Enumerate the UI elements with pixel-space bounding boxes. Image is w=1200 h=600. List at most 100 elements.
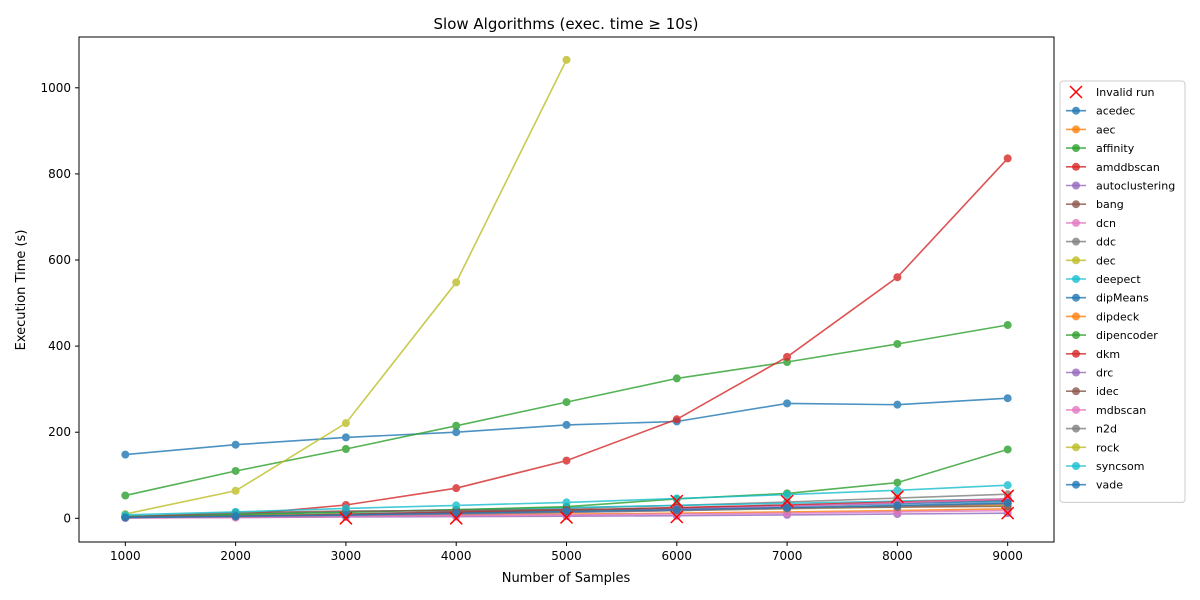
- data-point: [341, 433, 350, 442]
- legend-label: deepect: [1096, 273, 1141, 286]
- data-point: [452, 509, 461, 518]
- legend-label: dipdeck: [1096, 310, 1140, 323]
- data-point: [231, 466, 240, 475]
- legend-label: bang: [1096, 198, 1124, 211]
- series-line: [125, 324, 1008, 497]
- data-point: [562, 398, 571, 407]
- legend-entry-mdbscan: mdbscan: [1066, 404, 1146, 417]
- x-tick-label: 6000: [662, 549, 693, 563]
- legend-entry-autoclustering: autoclustering: [1066, 180, 1175, 193]
- legend-entry-invalid: Invalid run: [1069, 85, 1155, 99]
- data-point: [341, 445, 350, 454]
- data-point: [1003, 154, 1012, 163]
- invalid-marker: [339, 511, 353, 525]
- x-tick-label: 3000: [331, 549, 362, 563]
- data-point: [893, 478, 902, 487]
- data-point: [893, 400, 902, 409]
- data-point: [1003, 321, 1012, 330]
- data-point: [231, 512, 240, 521]
- invalid-marker: [449, 511, 463, 525]
- data-point: [672, 494, 681, 503]
- data-point: [672, 505, 681, 514]
- legend-entry-dipdeck: dipdeck: [1066, 310, 1140, 323]
- invalid-marker: [890, 490, 904, 504]
- x-tick-label: 5000: [551, 549, 582, 563]
- data-point: [452, 278, 461, 287]
- legend-entry-vade: vade: [1066, 479, 1123, 492]
- legend-entry-rock: rock: [1066, 441, 1120, 454]
- data-point: [121, 450, 130, 459]
- legend-label: mdbscan: [1096, 404, 1146, 417]
- x-tick-label: 8000: [882, 549, 913, 563]
- legend-entry-deepect: deepect: [1066, 273, 1141, 286]
- data-point: [562, 420, 571, 429]
- data-point: [121, 491, 130, 500]
- series-amddbscan: [121, 154, 1012, 522]
- data-point: [341, 419, 350, 428]
- invalid-markers: [339, 489, 1015, 525]
- legend-label: n2d: [1096, 423, 1117, 436]
- legend-label: idec: [1096, 385, 1119, 398]
- legend-box: [1059, 80, 1186, 503]
- legend-entry-dipencoder: dipencoder: [1066, 329, 1158, 342]
- invalid-marker: [670, 510, 684, 524]
- x-axis-label: Number of Samples: [502, 571, 631, 586]
- data-point: [231, 440, 240, 449]
- invalid-marker: [1001, 506, 1015, 520]
- legend: Invalid run acedec aec affinity amddbscan aut…: [1059, 80, 1186, 503]
- data-point: [672, 374, 681, 383]
- legend-entry-idec: idec: [1066, 385, 1119, 398]
- data-point: [893, 486, 902, 495]
- data-point: [1003, 481, 1012, 490]
- y-tick-label: 200: [48, 425, 71, 439]
- plot-frame: [78, 36, 1055, 543]
- data-point: [452, 428, 461, 437]
- data-point: [121, 513, 130, 522]
- data-point: [783, 490, 792, 499]
- legend-label: dipencoder: [1096, 329, 1158, 342]
- data-point: [783, 399, 792, 408]
- x-tick-label: 7000: [772, 549, 803, 563]
- plot-area: [121, 55, 1015, 525]
- legend-entry-drc: drc: [1066, 367, 1113, 380]
- legend-label: dkm: [1096, 348, 1120, 361]
- legend-label: dipMeans: [1096, 292, 1149, 305]
- legend-entry-syncsom: syncsom: [1066, 460, 1144, 473]
- data-point: [452, 501, 461, 510]
- legend-label: affinity: [1096, 142, 1135, 155]
- invalid-marker: [780, 494, 794, 508]
- data-point: [1003, 445, 1012, 454]
- invalid-marker: [559, 510, 574, 524]
- legend-entry-ddc: ddc: [1066, 236, 1116, 249]
- data-point: [1003, 394, 1012, 403]
- legend-entry-affinity: affinity: [1066, 142, 1135, 155]
- data-point: [231, 486, 240, 495]
- data-point: [562, 498, 571, 507]
- data-point: [783, 503, 792, 512]
- data-point: [562, 55, 571, 64]
- legend-entry-acedec: acedec: [1066, 105, 1135, 118]
- data-point: [452, 421, 461, 430]
- series-rock: [121, 55, 571, 519]
- x-tick-label: 9000: [992, 549, 1023, 563]
- legend-label: acedec: [1096, 105, 1135, 118]
- legend-entry-bang: bang: [1066, 198, 1124, 211]
- x-tick-label: 4000: [441, 549, 472, 563]
- legend-label: rock: [1096, 441, 1120, 454]
- data-point: [893, 273, 902, 282]
- data-point: [672, 415, 681, 424]
- invalid-marker: [670, 494, 684, 508]
- legend-entry-dkm: dkm: [1066, 348, 1120, 361]
- legend-entry-amddbscan: amddbscan: [1066, 161, 1160, 174]
- x-tick-label: 2000: [220, 549, 251, 563]
- legend-label: syncsom: [1096, 460, 1144, 473]
- data-point: [562, 456, 571, 465]
- chart-title: Slow Algorithms (exec. time ≥ 10s): [434, 15, 699, 33]
- y-tick-label: 600: [48, 253, 71, 267]
- series-vade: [121, 498, 1012, 522]
- legend-label: amddbscan: [1096, 161, 1160, 174]
- data-point: [452, 484, 461, 493]
- data-point: [562, 507, 571, 516]
- data-point: [1003, 498, 1012, 507]
